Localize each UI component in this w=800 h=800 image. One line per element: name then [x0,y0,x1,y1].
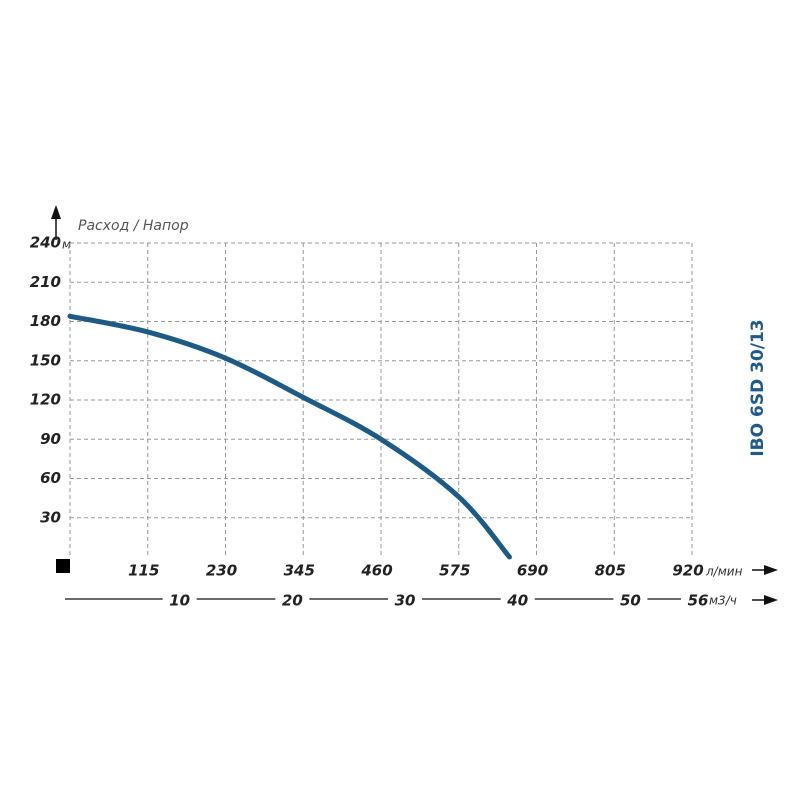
x-unit: л/мин [705,565,743,579]
y-unit: м [62,238,71,252]
x-axis-arrow [764,565,778,575]
y-axis-arrow [51,205,61,219]
y-tick-label: 240 [30,234,61,252]
x-tick-label: 805 [595,562,626,580]
x-tick-label: 460 [360,562,392,580]
model-label: IBO 6SD 30/13 [748,319,768,456]
x2-tick-label: 30 [395,592,416,610]
x2-tick-label: 50 [620,592,641,610]
origin-marker [56,559,70,573]
x2-axis-arrow [764,595,778,605]
x-tick-label: 115 [128,562,159,580]
x-tick-label: 230 [206,562,237,580]
pump-curve [67,313,512,560]
x2-tick-label: 10 [169,592,190,610]
x-tick-label: 690 [517,562,548,580]
y-tick-label: 150 [30,351,61,369]
x-tick-label: 575 [439,562,470,580]
y-tick-label: 30 [40,508,61,526]
x-tick-label: 920 [672,562,703,580]
y-tick-label: 60 [40,469,61,487]
x2-unit: м3/ч [709,594,737,608]
x2-tick-label: 20 [282,592,303,610]
y-tick-label: 210 [30,273,61,291]
y-tick-label: 180 [30,312,61,330]
x2-tick-label: 56 [688,592,709,610]
x-tick-label: 345 [284,562,315,580]
y-tick-label: 90 [40,430,61,448]
y-axis-label: Расход / Напор [78,218,189,234]
x2-tick-label: 40 [506,592,528,610]
y-tick-label: 120 [30,391,61,409]
